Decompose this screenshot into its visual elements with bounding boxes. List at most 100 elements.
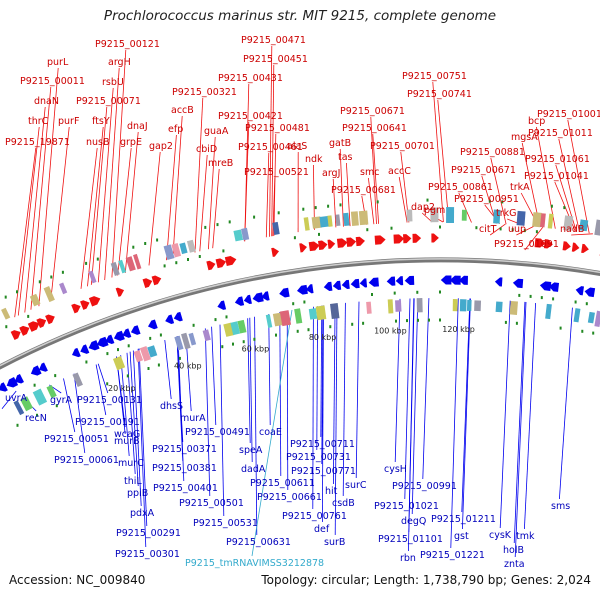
rna-label-group: P9215_tmRNAVIMSS3212878	[185, 558, 324, 569]
reverse-gene-arrow	[173, 311, 183, 322]
reverse-leader-line	[219, 324, 225, 517]
feature-box	[532, 212, 542, 228]
feature-box	[72, 372, 83, 388]
forward-gene-label: pgm	[424, 205, 445, 216]
forward-leader-line	[87, 126, 104, 287]
scale-tick	[439, 225, 441, 229]
forward-gene-arrow	[562, 241, 571, 251]
scale-tick	[428, 318, 430, 322]
scale-tick	[126, 374, 129, 378]
forward-gene-arrow	[299, 243, 307, 253]
feature-box	[430, 207, 439, 223]
scale-tick	[563, 206, 566, 210]
forward-leader-line	[269, 45, 273, 237]
forward-leader-line	[172, 115, 183, 259]
reverse-gene-label: holB	[503, 545, 524, 556]
scale-tick	[55, 404, 58, 408]
topology-text: Topology: circular; Length: 1,738,790 bp…	[261, 573, 591, 587]
scale-tick	[157, 363, 160, 367]
reverse-gene-arrow	[6, 376, 19, 388]
forward-gene-label: gatB	[329, 138, 351, 149]
forward-gene-label: trkG	[496, 208, 517, 219]
scale-tick	[585, 302, 588, 306]
scale-tick	[366, 228, 369, 232]
reverse-gene-label: rbn	[400, 553, 416, 564]
reverse-gene-arrow	[122, 328, 132, 338]
forward-gene-arrow	[431, 233, 439, 243]
scale-tick	[96, 257, 99, 261]
feature-box	[118, 259, 127, 274]
forward-gene-label: thrC	[28, 116, 49, 127]
reverse-gene-arrow	[548, 282, 560, 292]
forward-gene-label: P9215_01001	[537, 109, 600, 120]
forward-gene-arrow	[355, 236, 365, 247]
feature-box	[350, 211, 359, 226]
feature-box	[272, 221, 280, 235]
scale-tick	[54, 374, 57, 378]
scale-tick	[292, 302, 295, 306]
reverse-gene-label: murA	[180, 413, 206, 424]
feature-box	[493, 209, 501, 224]
scale-tick	[85, 261, 88, 265]
forward-gene-arrow	[346, 237, 357, 247]
reverse-gene-label: pdxA	[130, 508, 155, 519]
forward-gene-label: P9215_00071	[76, 96, 141, 107]
reverse-leader-line	[132, 350, 142, 507]
scale-label: 100 kbp	[374, 326, 407, 335]
leader-lines	[1, 45, 593, 558]
reverse-leader-line	[73, 373, 86, 454]
scale-tick	[149, 336, 152, 340]
reverse-leader-line	[450, 298, 459, 549]
reverse-leader-line	[137, 348, 147, 548]
reverse-gene-label: P9215_00401	[153, 483, 218, 494]
forward-gene-arrow	[71, 303, 81, 314]
scale-tick	[214, 318, 217, 322]
reverse-gene-label: P9215_00771	[291, 466, 356, 477]
forward-gene-label: rsbU	[102, 77, 124, 88]
scale-tick	[5, 325, 8, 329]
reverse-gene-arrow	[458, 275, 468, 285]
feature-box	[20, 396, 33, 412]
feature-box	[303, 217, 310, 231]
feature-box	[358, 210, 369, 226]
feature-box	[237, 319, 247, 334]
rna-gene-label: P9215_tmRNAVIMSS3212878	[185, 558, 324, 569]
forward-leader-line	[489, 223, 506, 236]
forward-gene-label: P9215_00641	[342, 123, 407, 134]
scale-tick	[253, 215, 256, 219]
genome-backbone	[0, 257, 600, 370]
reverse-gene-arrow	[105, 334, 115, 345]
scale-tick	[277, 211, 280, 215]
feature-box	[13, 400, 25, 416]
scale-tick	[117, 348, 119, 352]
forward-gene-label: P9215_00011	[20, 76, 85, 87]
reverse-leader-line	[499, 300, 511, 529]
forward-gene-label: mreB	[208, 158, 233, 169]
reverse-gene-arrow	[148, 319, 158, 330]
forward-leader-line	[555, 164, 577, 232]
feature-box	[474, 300, 482, 312]
forward-leader-line	[244, 121, 250, 242]
scale-tick	[318, 232, 320, 236]
forward-gene-label: cbiD	[196, 144, 217, 155]
forward-gene-label: P9215_00881	[460, 147, 525, 158]
backbone-arc	[0, 257, 600, 370]
scale-tick	[242, 340, 245, 344]
scale-tick	[439, 290, 441, 294]
forward-gene-arrow	[224, 255, 237, 266]
feature-box	[174, 335, 184, 351]
scale-tick	[362, 321, 365, 325]
scale-tick	[501, 200, 504, 204]
reverse-leader-line	[312, 306, 314, 510]
scale-tick	[439, 318, 441, 322]
forward-gene-arrow	[115, 287, 125, 297]
forward-gene-label: P9215_00671	[451, 165, 516, 176]
reverse-gene-label: def	[314, 524, 330, 535]
feature-box	[202, 329, 211, 342]
forward-gene-labels: P9215_00121 P9215_00471 purL argH P9215_0045…	[5, 35, 600, 250]
gene-arrows	[0, 233, 600, 392]
reverse-gene-label: P9215_00381	[152, 463, 217, 474]
scale-tick	[216, 223, 219, 227]
reverse-gene-label: P9215_01211	[431, 514, 496, 525]
feature-box	[594, 219, 600, 236]
